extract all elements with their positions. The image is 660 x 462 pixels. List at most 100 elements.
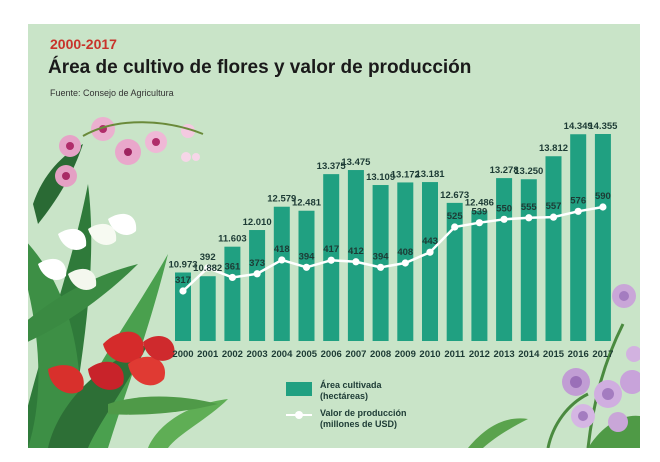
bar-value-label-2005: 12.481 [292, 198, 322, 209]
bar-2005 [298, 210, 315, 341]
line-value-label-2014: 555 [521, 202, 538, 213]
bar-2010 [422, 182, 438, 341]
bar-value-label-2002: 11.603 [218, 234, 247, 245]
bar-2002 [224, 246, 241, 341]
line-point-2006 [327, 256, 335, 264]
x-tick-label-2016: 2016 [568, 349, 589, 360]
line-point-2001 [204, 264, 212, 272]
line-value-label-2006: 417 [323, 244, 339, 255]
line-value-label-2011: 525 [447, 211, 464, 222]
line-point-2015 [549, 213, 558, 221]
labels-layer: 10.973 2000 10.882 2001 11.603 2002 12.010 2003… [168, 121, 618, 360]
bar-value-label-2014: 13.250 [514, 166, 543, 177]
bar-value-label-2012: 12.486 [465, 198, 494, 209]
x-tick-label-2000: 2000 [172, 349, 193, 360]
chart-period: 2000-2017 [50, 36, 117, 52]
x-tick-label-2006: 2006 [321, 349, 342, 360]
bar-2017 [594, 134, 611, 341]
line-point-2016 [574, 207, 582, 215]
bar-2008 [372, 185, 389, 341]
bar-value-label-2016: 14.349 [564, 121, 593, 132]
line-value-label-2003: 373 [249, 258, 265, 269]
x-tick-label-2005: 2005 [296, 349, 318, 360]
bar-value-label-2007: 13.475 [341, 157, 371, 168]
x-tick-label-2004: 2004 [271, 349, 293, 360]
chart-card: 10.973 2000 10.882 2001 11.603 2002 12.010 2003… [28, 24, 640, 448]
line-value-label-2017: 590 [595, 191, 611, 202]
line-value-label-2009: 408 [397, 247, 413, 258]
bars-layer [175, 134, 611, 341]
line-value-label-2004: 418 [274, 244, 290, 255]
bar-value-label-2011: 12.673 [440, 190, 469, 201]
bar-value-label-2008: 13.109 [366, 172, 395, 183]
chart-canvas: 10.973 2000 10.882 2001 11.603 2002 12.010 2003… [28, 117, 640, 448]
bar-2003 [249, 230, 266, 341]
bar-2015 [545, 156, 562, 341]
line-value-label-2007: 412 [348, 246, 364, 257]
line-value-label-2001: 392 [200, 252, 216, 263]
x-tick-label-2014: 2014 [518, 349, 540, 360]
line-value-label-2013: 550 [496, 203, 512, 214]
bar-value-label-2013: 13.278 [490, 165, 519, 176]
bar-2011 [446, 202, 463, 341]
legend-value-unit: (millones de USD) [320, 419, 398, 429]
legend-area-unit: (hectáreas) [320, 391, 369, 401]
line-point-2012 [475, 219, 483, 227]
x-tick-label-2012: 2012 [469, 349, 490, 360]
line-value-label-2008: 394 [373, 251, 390, 262]
bar-2012 [471, 210, 488, 341]
bar-value-label-2001: 10.882 [193, 263, 222, 274]
legend: Área cultivada (hectáreas) Valor de prod… [286, 380, 407, 436]
x-tick-label-2002: 2002 [222, 349, 243, 360]
legend-item-value: Valor de producción (millones de USD) [286, 408, 407, 430]
line-point-2013 [500, 215, 508, 223]
bar-value-label-2010: 13.181 [415, 169, 445, 180]
bar-value-label-2003: 12.010 [243, 217, 272, 228]
x-tick-label-2017: 2017 [592, 349, 613, 360]
bar-value-label-2006: 13.375 [317, 161, 347, 172]
bar-2001 [199, 276, 216, 341]
line-point-2010 [426, 248, 434, 256]
legend-item-area: Área cultivada (hectáreas) [286, 380, 407, 402]
line-point-2008 [377, 263, 385, 271]
line-point-2005 [302, 263, 311, 271]
line-point-2004 [278, 256, 286, 264]
line-value-label-2016: 576 [570, 195, 586, 206]
x-tick-label-2010: 2010 [419, 349, 440, 360]
line-layer [179, 203, 607, 295]
chart-source: Fuente: Consejo de Agricultura [50, 88, 174, 98]
bar-2004 [273, 206, 290, 341]
decorative-plants-right [468, 284, 640, 448]
line-value-label-2010: 443 [422, 236, 438, 247]
line-value-label-2005: 394 [299, 251, 316, 262]
value-line [182, 205, 604, 292]
line-value-label-2012: 539 [471, 207, 487, 218]
bar-value-label-2009: 13.172 [391, 169, 420, 180]
x-tick-label-2015: 2015 [543, 349, 565, 360]
x-tick-label-2003: 2003 [247, 349, 268, 360]
x-tick-label-2007: 2007 [345, 349, 366, 360]
line-value-label-2002: 361 [224, 261, 241, 272]
line-point-2007 [352, 258, 360, 266]
bar-value-label-2015: 13.812 [539, 143, 568, 154]
line-point-2009 [401, 259, 409, 267]
legend-line-swatch [286, 408, 312, 422]
bar-2016 [570, 134, 587, 341]
legend-area-label: Área cultivada [320, 380, 382, 390]
x-tick-label-2008: 2008 [370, 349, 391, 360]
bar-value-label-2004: 12.579 [267, 194, 296, 205]
chart-title: Área de cultivo de flores y valor de pro… [48, 57, 472, 78]
line-point-2014 [525, 214, 533, 222]
legend-bar-swatch [286, 382, 312, 396]
line-value-label-2015: 557 [546, 201, 562, 212]
bar-value-label-2000: 10.973 [168, 259, 197, 270]
line-point-2002 [228, 273, 236, 282]
line-value-label-2000: 317 [175, 275, 191, 286]
x-tick-label-2011: 2011 [444, 349, 465, 360]
line-point-2000 [179, 287, 187, 295]
decorative-plants-left [28, 117, 228, 448]
bar-2007 [347, 170, 364, 341]
line-point-2003 [253, 270, 261, 278]
x-tick-label-2001: 2001 [197, 349, 219, 360]
line-point-2011 [451, 223, 459, 231]
